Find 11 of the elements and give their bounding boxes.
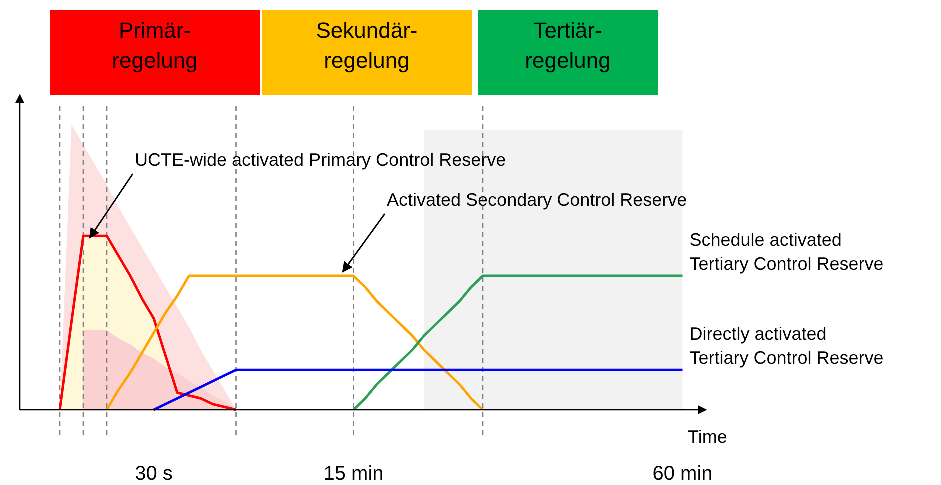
series-label: Directly activated Tertiary Control Reserve xyxy=(690,324,884,368)
x-tick-label: 30 s xyxy=(135,463,173,485)
annotation: UCTE-wide activated Primary Control Reserve xyxy=(135,150,506,170)
text: Sekundär- regelung xyxy=(316,18,418,73)
x-tick-label: 60 min xyxy=(652,463,713,485)
text: Primär- regelung xyxy=(112,18,198,73)
x-tick-label: 15 min xyxy=(324,463,384,485)
text: Tertiär- regelung xyxy=(525,18,611,73)
annotation: Activated Secondary Control Reserve xyxy=(387,190,688,210)
x-axis-title: Time xyxy=(688,427,728,447)
series-label: Schedule activated Tertiary Control Reserve xyxy=(690,230,884,274)
